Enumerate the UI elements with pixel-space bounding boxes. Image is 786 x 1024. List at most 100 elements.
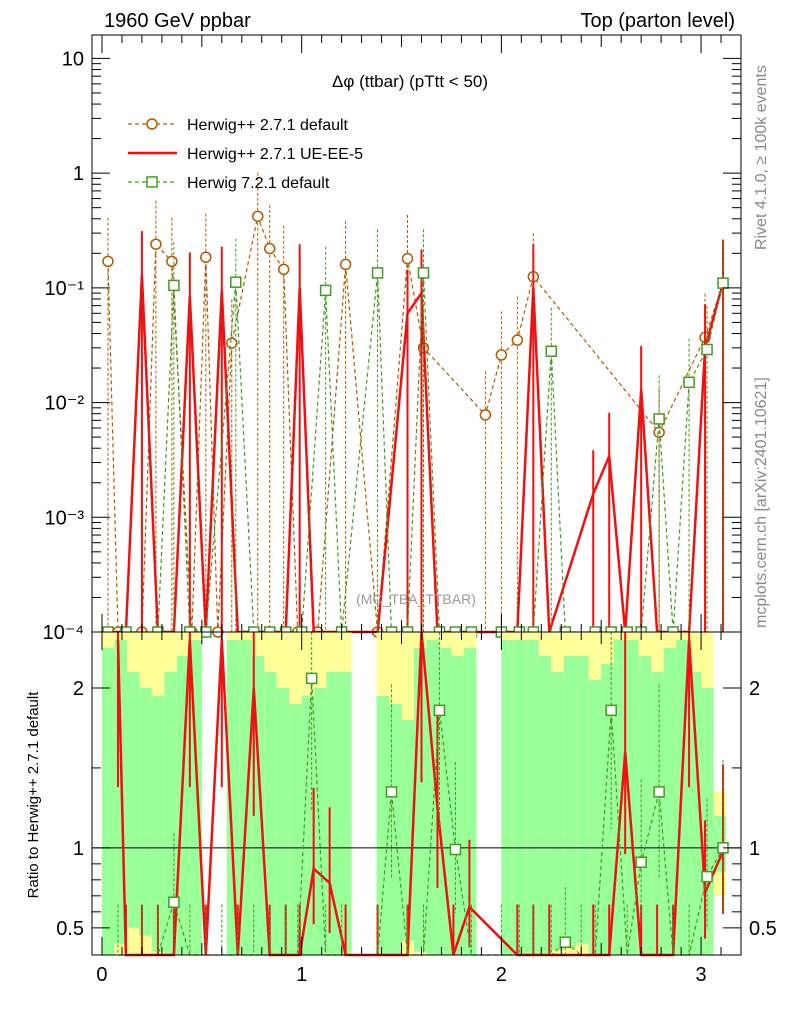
band-inner (513, 639, 527, 955)
ratio-point (305, 672, 318, 685)
data-point (230, 276, 242, 288)
ratio-point (385, 786, 398, 798)
y-tick-label: 10⁻² (45, 393, 85, 415)
band-inner (601, 663, 614, 955)
series-line (108, 274, 725, 634)
band-inner (563, 655, 577, 948)
ratio-ylabel: Ratio to Herwig++ 2.7.1 default (25, 691, 42, 899)
band-inner (226, 639, 240, 955)
band-inner (538, 655, 552, 955)
band-inner (526, 639, 539, 955)
band-inner (339, 671, 352, 955)
ratio-y-tick-label-right: 1 (749, 838, 760, 860)
data-point (683, 376, 695, 389)
data-point (200, 251, 212, 263)
band-inner (289, 703, 302, 955)
data-point (701, 343, 713, 356)
data-point (339, 258, 352, 271)
ratio-point (635, 856, 647, 869)
data-point (717, 277, 729, 289)
y-tick-label: 10 (62, 48, 84, 70)
band-inner (576, 655, 589, 944)
band-inner (638, 655, 652, 955)
header-left: 1960 GeV ppbar (104, 10, 251, 32)
ratio-y-tick-label-right: 0.5 (749, 918, 777, 940)
band-inner (301, 695, 315, 955)
series-line (107, 214, 724, 633)
band-inner (414, 647, 427, 952)
band-inner (588, 679, 602, 955)
ratio-point (449, 843, 462, 856)
data-point (102, 255, 114, 268)
band-inner (376, 695, 390, 955)
y-tick-label: 10⁻³ (45, 507, 85, 529)
band-inner (451, 655, 464, 955)
ratio-y-tick-label: 0.5 (56, 918, 84, 940)
data-point (371, 267, 384, 279)
ratio-point (559, 936, 572, 948)
data-point (479, 409, 492, 421)
data-point (263, 242, 276, 255)
x-tick-label: 3 (695, 964, 706, 986)
ratio-point (653, 786, 665, 798)
y-tick-label: 1 (73, 163, 84, 185)
band-inner (501, 639, 514, 955)
ratio-frame (91, 631, 742, 956)
legend-marker (146, 176, 158, 188)
legend-label: Herwig++ 2.7.1 default (187, 117, 349, 134)
ratio-point (168, 896, 180, 908)
band-inner (189, 639, 202, 955)
data-point (417, 267, 430, 279)
data-point (319, 284, 332, 297)
band-inner (651, 671, 664, 955)
legend-label: Herwig 7.2.1 default (187, 175, 330, 192)
series-1 (108, 231, 725, 634)
data-point (251, 210, 264, 223)
x-tick-label: 1 (296, 964, 307, 986)
ratio-y-tick-label: 1 (73, 838, 84, 860)
band-inner (463, 647, 477, 955)
data-point (545, 345, 558, 358)
data-point (168, 279, 180, 292)
band-inner (551, 671, 564, 951)
band-inner (126, 671, 140, 928)
ratio-point (701, 870, 713, 883)
ratio-y-tick-label-right: 2 (749, 678, 760, 700)
band-inner (688, 671, 702, 955)
legend-marker (146, 118, 158, 130)
band-inner (139, 687, 152, 936)
data-point (401, 252, 414, 265)
band-inner (251, 655, 265, 955)
plot-title: Δφ (ttbar) (pTtt < 50) (332, 72, 488, 91)
band-inner (314, 687, 327, 955)
data-point (166, 255, 178, 268)
band-inner (151, 695, 165, 952)
ratio-panel: 0.5 0.5 1 1 2 2 0 1 2 3 Ratio to Herwig++ 2.7.1 d… (25, 631, 777, 986)
x-tick-label: 2 (496, 964, 507, 986)
band-inner (264, 671, 277, 955)
mcplots-label: mcplots.cern.ch [arXiv:2401.10621] (753, 377, 770, 628)
y-tick-label: 10⁻¹ (45, 278, 85, 300)
data-point (511, 334, 524, 346)
ratio-y-tick-label: 2 (73, 678, 84, 700)
data-point (277, 263, 290, 276)
legend: Herwig++ 2.7.1 default Herwig++ 2.7.1 UE-… (128, 117, 363, 192)
y-tick-label: 10⁻⁴ (43, 622, 84, 644)
data-point (653, 413, 665, 425)
band-inner (438, 647, 452, 955)
legend-label: Herwig++ 2.7.1 UE-EE-5 (187, 146, 363, 163)
header-right: Top (parton level) (580, 10, 735, 32)
data-point (495, 349, 508, 361)
analysis-watermark: (MC_TBA_TTBAR) (356, 591, 476, 607)
data-point (150, 238, 162, 250)
band-inner (613, 639, 627, 955)
ratio-point (605, 704, 617, 717)
rivet-label: Rivet 4.1.0, ≥ 100k events (753, 65, 770, 250)
band-inner (101, 647, 115, 955)
ratio-point (433, 704, 446, 717)
series-line (108, 272, 724, 633)
series-0 (102, 172, 729, 638)
x-tick-label: 0 (96, 964, 107, 986)
main-panel: 10⁻⁴ 10⁻³ 10⁻² 10⁻¹ 1 10 Δφ (ttbar) (pTtt < 5… (43, 34, 742, 644)
